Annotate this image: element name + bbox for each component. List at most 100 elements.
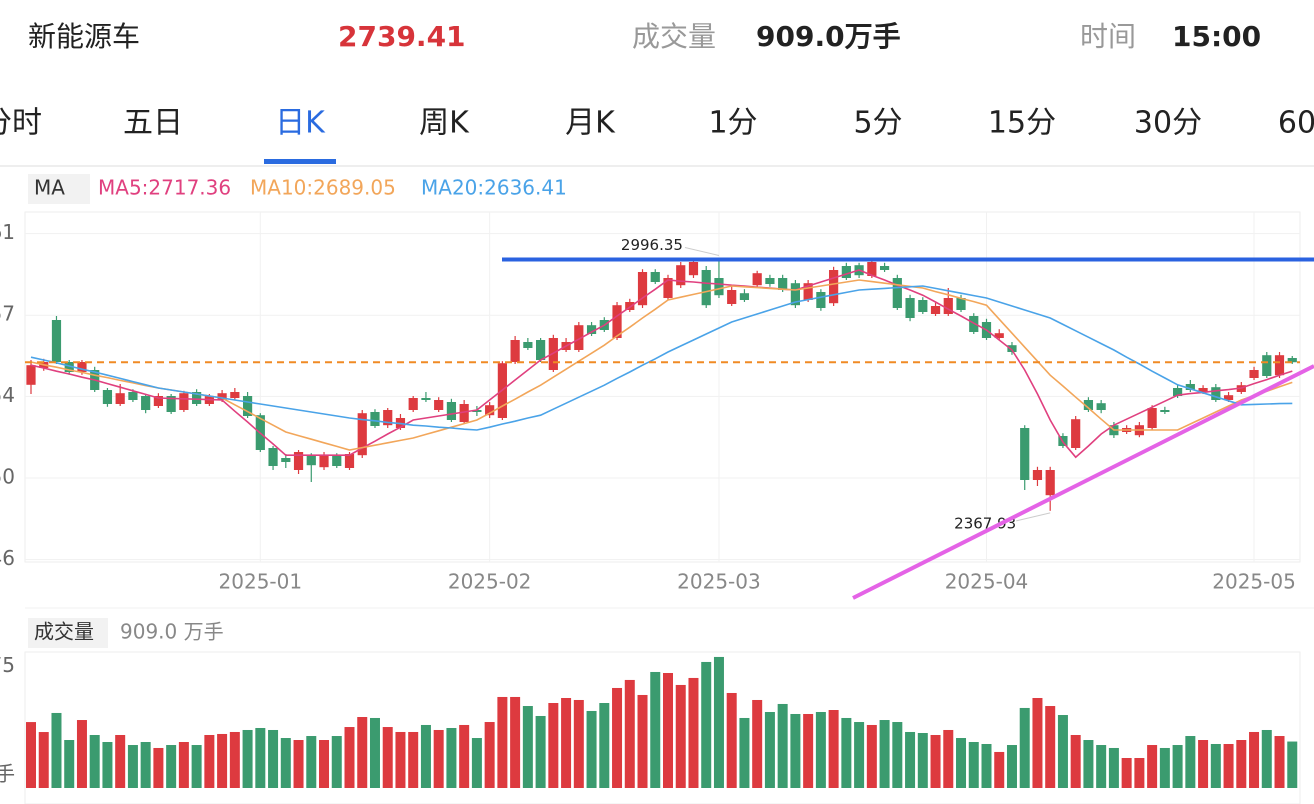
candle-body [930, 306, 941, 314]
volume-bar [777, 703, 788, 788]
volume-unit: 万手 [0, 762, 15, 786]
volume-bar [1134, 757, 1145, 788]
candle-body [1045, 470, 1055, 496]
volume-bar [369, 717, 380, 788]
candle-body [51, 320, 62, 362]
volume-bar [815, 711, 826, 788]
volume-bar [599, 703, 610, 788]
candle-body [688, 262, 699, 276]
tab[interactable]: 1分 [708, 106, 757, 141]
candle-body [663, 278, 673, 298]
volume-bar [688, 677, 699, 788]
volume-bar [127, 745, 138, 788]
volume-bar [981, 743, 992, 788]
candle-body [1032, 470, 1043, 480]
candle-body [574, 325, 584, 350]
candle-body [472, 410, 482, 412]
candle-body [510, 340, 520, 362]
ma-line [30, 269, 1293, 459]
volume-bar [140, 742, 151, 788]
volume-bar [1147, 745, 1158, 788]
legend-entry: MA20:2636.41 [421, 176, 567, 200]
y-tick-label: 2857 [0, 302, 15, 326]
volume-bar [382, 727, 393, 788]
candle-body [612, 305, 622, 338]
candle-body [739, 293, 750, 300]
volume-bar [1172, 745, 1183, 788]
candle-body [1020, 428, 1030, 480]
time: 15:00 [1172, 20, 1261, 53]
candle-body [383, 410, 393, 426]
candle-body [217, 393, 227, 400]
volume-bar [153, 747, 164, 788]
candle-body [1249, 370, 1259, 378]
tab[interactable]: 分时 [0, 106, 42, 141]
volume-bar [1261, 729, 1272, 788]
leader-line [1016, 512, 1051, 522]
candle-body [790, 283, 800, 306]
volume-bar [1019, 707, 1030, 788]
volume-bar [561, 697, 572, 788]
candle-body [141, 396, 151, 410]
drawn-trend-line [852, 364, 1314, 600]
candle-body [408, 398, 418, 410]
volume-bar [701, 661, 712, 788]
volume-bar [319, 740, 330, 788]
max-label: 2996.35 [621, 236, 683, 254]
candle-body [344, 454, 355, 468]
candle-body [956, 298, 966, 310]
candle-body [485, 405, 495, 416]
volume-bar [854, 722, 865, 788]
candle-body [765, 278, 775, 284]
volume-bar [166, 745, 177, 788]
volume-bar [828, 710, 839, 788]
tab[interactable]: 五日 [123, 106, 183, 141]
tab[interactable]: 5分 [853, 106, 902, 141]
x-tick-label: 2025-03 [677, 570, 761, 594]
candle-body [1147, 408, 1157, 428]
candle-body [994, 333, 1004, 338]
y-tick-label: 2375 [0, 653, 15, 677]
candle-body [1007, 345, 1017, 352]
volume-bar [446, 727, 457, 788]
volume-bar [1287, 741, 1298, 788]
candle-body [1096, 403, 1106, 410]
indicator-badge [28, 174, 90, 204]
candle-body [26, 365, 36, 385]
volume-bar [76, 720, 87, 788]
volume-bar [1057, 715, 1068, 788]
candle-body [523, 342, 533, 348]
ma-line [30, 279, 1293, 451]
tab[interactable]: 月K [565, 106, 616, 141]
candle-body [370, 412, 380, 426]
plot-frame [24, 211, 1301, 563]
volume-bar [102, 742, 113, 788]
candle-body [293, 452, 304, 470]
volume-bar [586, 710, 597, 788]
y-tick-label: 2654 [0, 383, 15, 407]
y-tick-label: 3061 [0, 220, 15, 244]
volume-bar [943, 729, 954, 788]
volume-bar [484, 722, 495, 788]
tab[interactable]: 30分 [1134, 106, 1202, 141]
candle-body [727, 290, 737, 304]
volume-bar [1121, 757, 1132, 788]
candle-body [1083, 400, 1094, 410]
volume-bar [1045, 706, 1056, 788]
x-tick-label: 2025-02 [448, 570, 532, 594]
volume-bar [280, 738, 291, 788]
volume-bar [956, 738, 967, 788]
candle-body [306, 455, 316, 466]
tab[interactable]: 周K [419, 106, 470, 141]
candle-body [650, 272, 660, 282]
volume-bar [293, 740, 304, 788]
tab[interactable]: 60分 [1278, 106, 1314, 141]
y-tick-label: 2246 [0, 546, 15, 570]
candle-body [879, 266, 890, 270]
volume-bar [917, 733, 928, 788]
tab[interactable]: 15分 [988, 106, 1056, 141]
tab[interactable]: 日K [275, 106, 326, 141]
stock-name: 新能源车 [28, 20, 140, 53]
